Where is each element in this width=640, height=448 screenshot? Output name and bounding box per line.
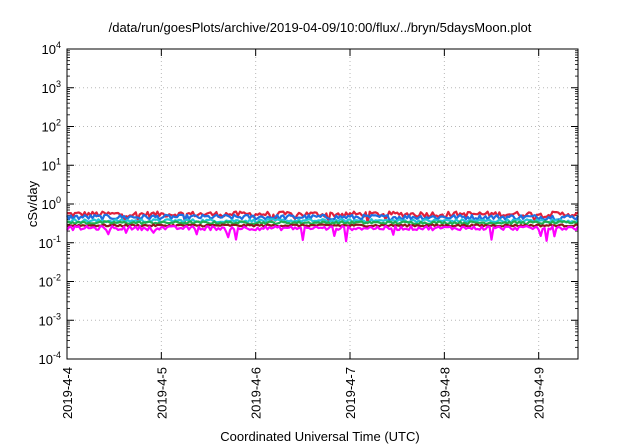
chart-title: /data/run/goesPlots/archive/2019-04-09/1… xyxy=(108,20,532,35)
x-tick-label: 2019-4-9 xyxy=(532,367,547,419)
series-line xyxy=(66,213,579,221)
y-tick-label: 10-3 xyxy=(39,311,61,328)
y-tick-label: 100 xyxy=(42,195,61,212)
x-tick-label: 2019-4-4 xyxy=(60,367,75,419)
y-tick-label: 102 xyxy=(42,118,61,135)
y-axis-label: cSv/day xyxy=(25,180,40,227)
x-tick-label: 2019-4-6 xyxy=(249,367,264,419)
y-tick-label: 10-1 xyxy=(39,234,61,251)
y-tick-label: 10-4 xyxy=(39,350,61,367)
y-tick-label: 101 xyxy=(42,156,61,173)
series-line xyxy=(66,223,579,228)
x-axis-label: Coordinated Universal Time (UTC) xyxy=(220,429,420,444)
series-line xyxy=(66,225,579,243)
series-line xyxy=(66,218,579,224)
series-line xyxy=(66,220,579,226)
x-tick-label: 2019-4-8 xyxy=(437,367,452,419)
y-tick-label: 103 xyxy=(42,79,61,96)
x-tick-label: 2019-4-7 xyxy=(343,367,358,419)
x-tick-label: 2019-4-5 xyxy=(154,367,169,419)
y-tick-label: 104 xyxy=(42,40,61,57)
y-tick-label: 10-2 xyxy=(39,273,61,290)
plot-frame xyxy=(66,48,579,360)
